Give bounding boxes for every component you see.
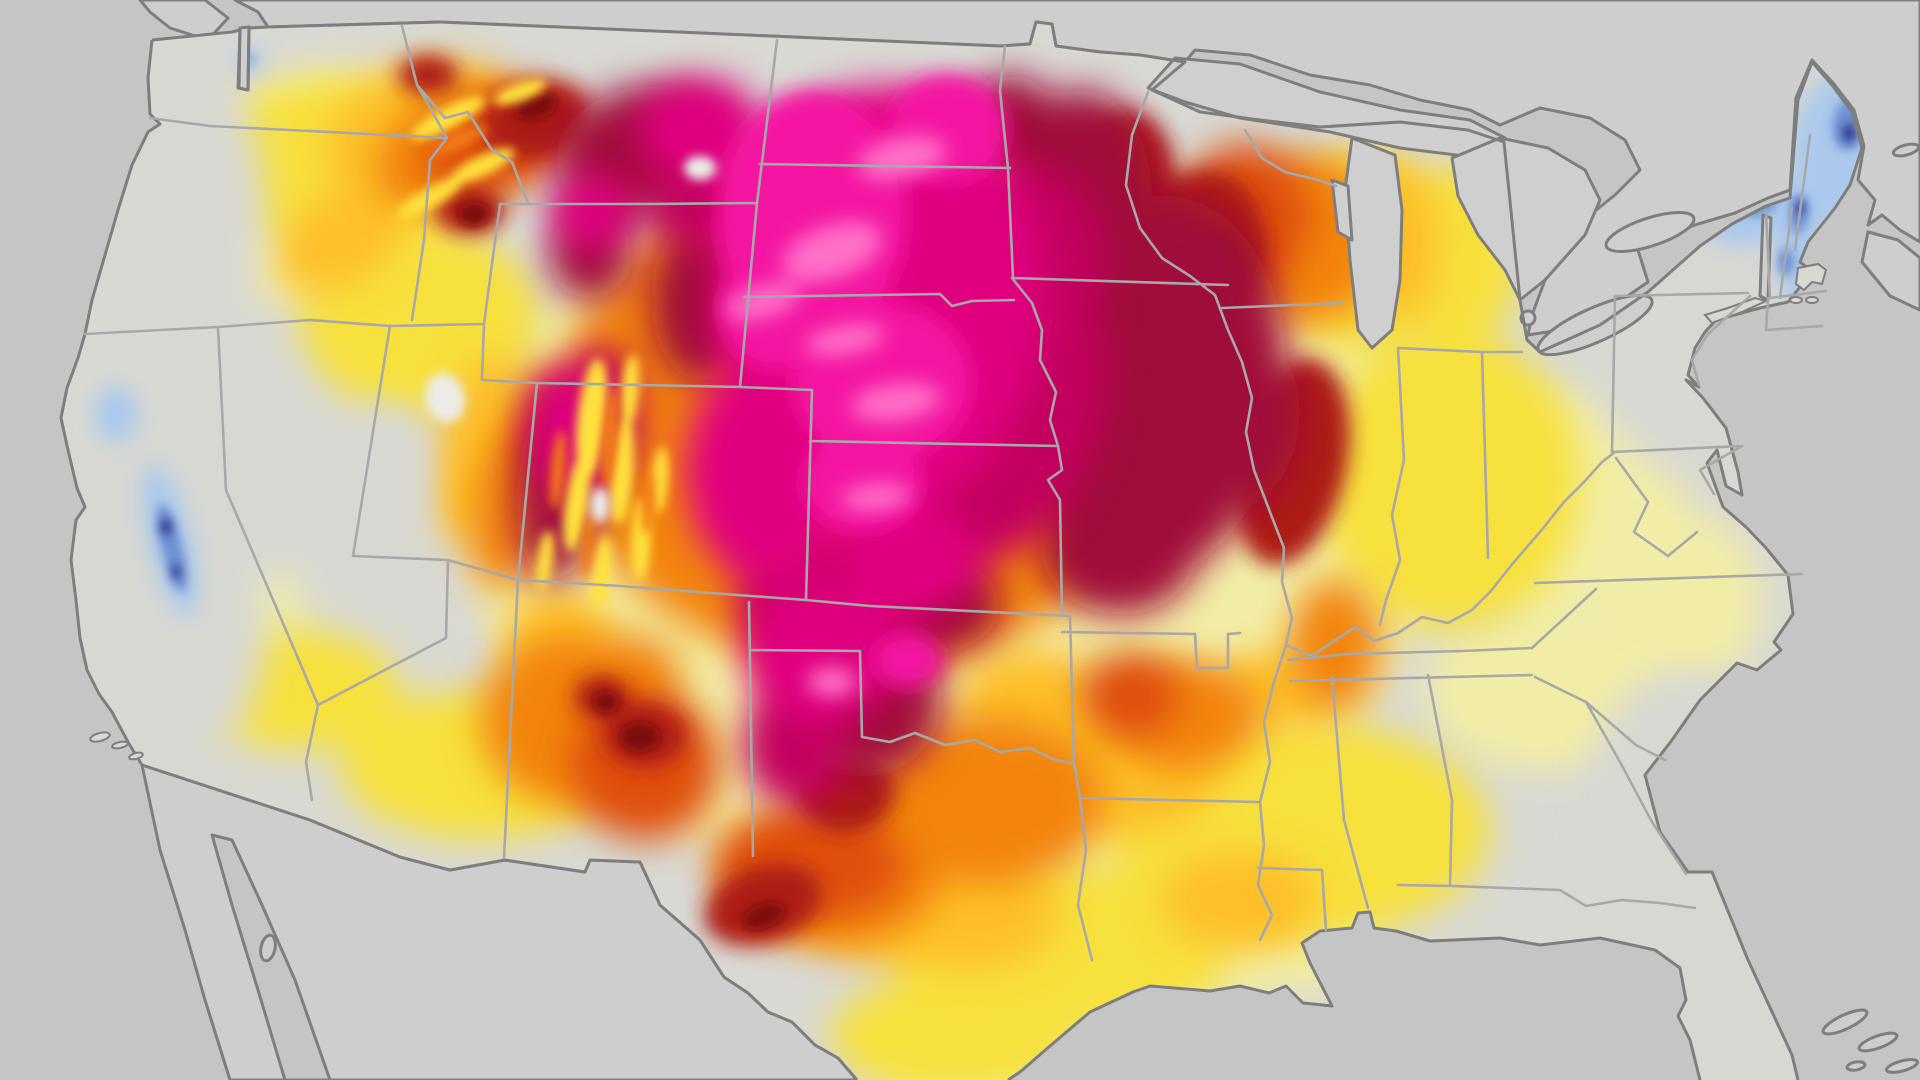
great-salt-lake-and-white-spots [424,156,716,523]
nova-scotia [1860,230,1920,312]
state-borders [83,24,1828,962]
cape-cod [1794,262,1828,292]
bahamas-islands [1821,1008,1920,1074]
us-coastline [59,20,1864,1080]
green-bay [1330,178,1354,242]
santa-catalina-island [128,751,144,761]
heat-layer-mountain-streaks-orange [432,125,655,581]
prince-edward-island [1891,142,1920,158]
marthas-vineyard [1789,296,1803,304]
tiburon-island [259,933,277,963]
channel-island-2 [111,740,129,750]
nantucket [1805,296,1819,304]
channel-island-1 [89,731,111,743]
heat-layer-light-pink [725,136,947,697]
lake-ontario [1604,211,1696,253]
lake-huron [1450,136,1602,302]
foreign-landmasses [138,0,1920,1080]
